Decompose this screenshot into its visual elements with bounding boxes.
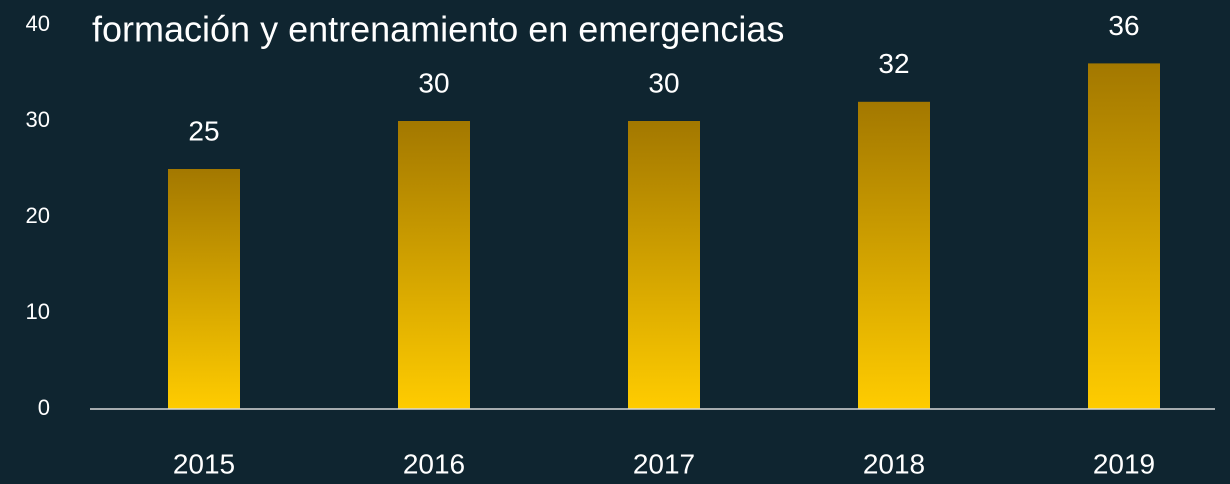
- chart-title: formación y entrenamiento en emergencias: [92, 9, 784, 50]
- bar: [858, 101, 930, 410]
- value-label: 32: [878, 48, 909, 79]
- y-tick-label: 40: [26, 11, 50, 36]
- x-tick-label: 2015: [173, 448, 235, 479]
- bar: [168, 169, 240, 409]
- x-tick-label: 2017: [633, 448, 695, 479]
- value-label: 25: [188, 115, 219, 146]
- y-tick-label: 10: [26, 299, 50, 324]
- y-tick-label: 0: [38, 395, 50, 420]
- x-tick-label: 2016: [403, 448, 465, 479]
- value-label: 30: [418, 67, 449, 98]
- y-tick-label: 30: [26, 107, 50, 132]
- value-label: 30: [648, 67, 679, 98]
- y-tick-label: 20: [26, 203, 50, 228]
- x-tick-label: 2018: [863, 448, 925, 479]
- bar: [1088, 63, 1160, 410]
- value-label: 36: [1108, 10, 1139, 41]
- bar: [398, 121, 470, 409]
- bar: [628, 121, 700, 409]
- x-tick-label: 2019: [1093, 448, 1155, 479]
